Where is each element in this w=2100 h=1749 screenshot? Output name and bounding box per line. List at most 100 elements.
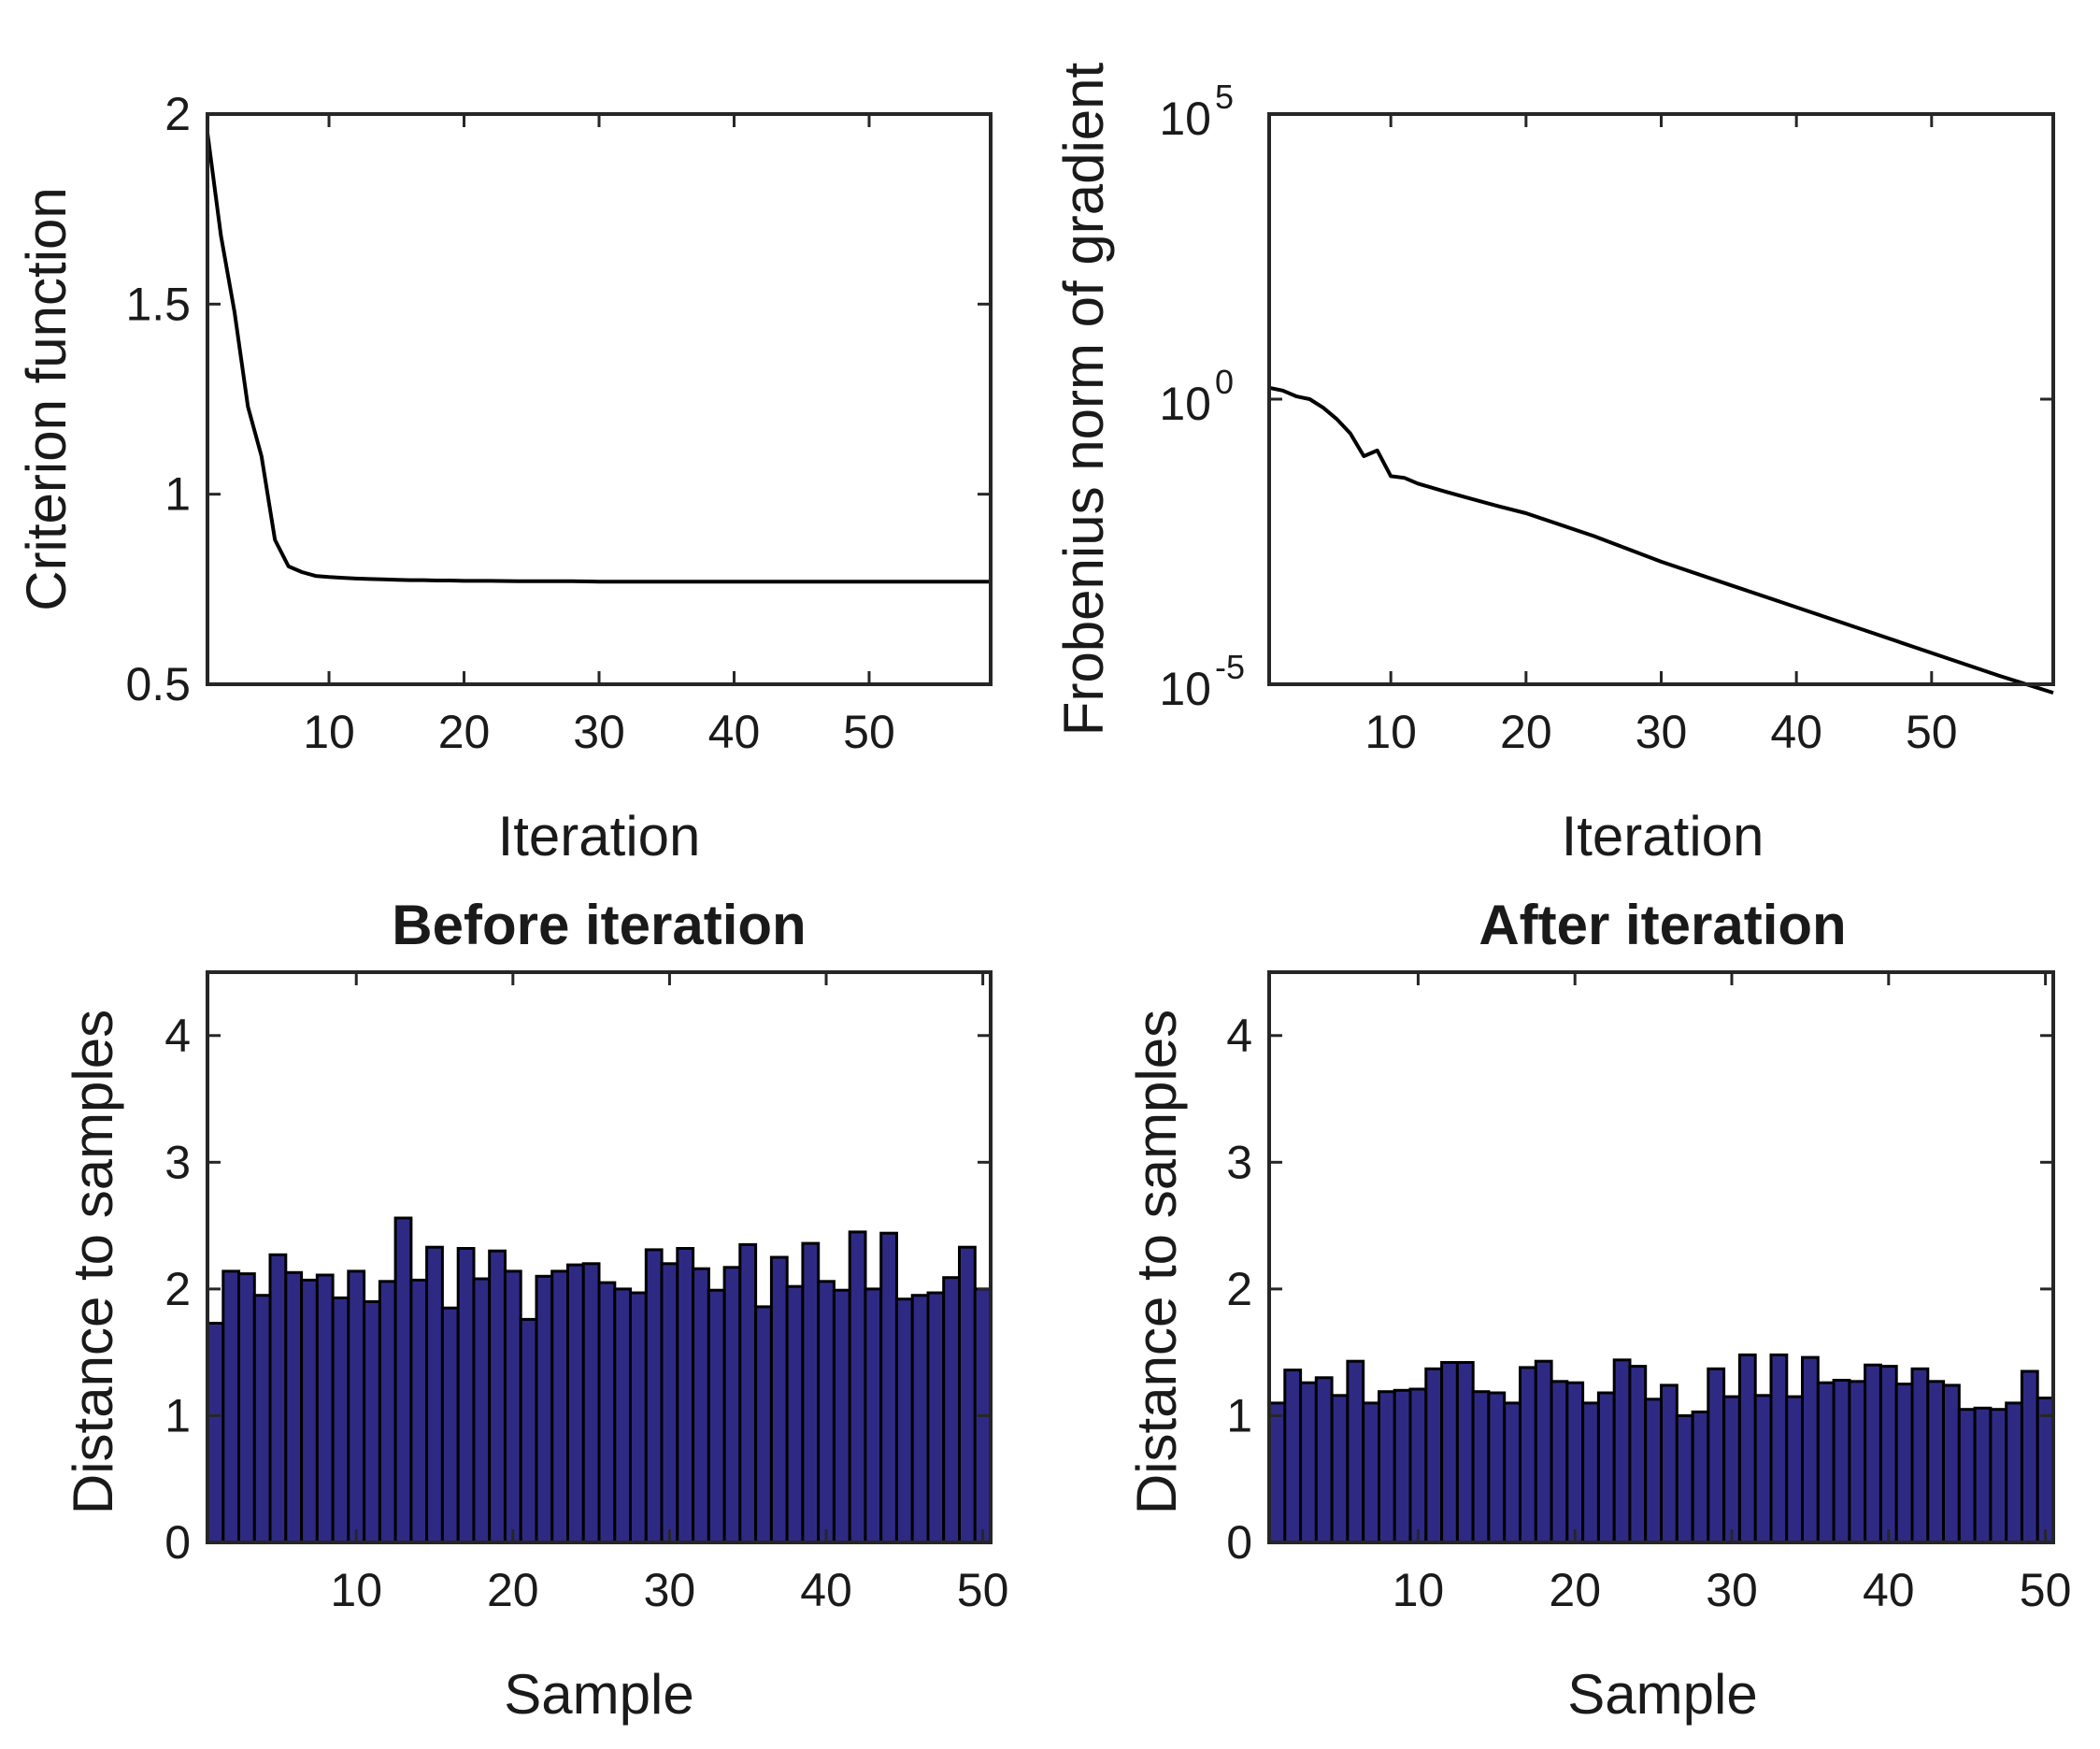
before-plot-area: 10 20 30 40 50 0 1 2 3 4 [164,970,1009,1616]
after-bar [1864,1363,1882,1544]
criterion-ytick-label: 0.5 [125,658,191,710]
before-ylabel: Distance to samples [62,1010,124,1514]
after-bar [1894,1383,1914,1544]
gradient-ytick-base: 10 [1159,663,1211,715]
after-title: After iteration [1479,894,1846,956]
before-bar [692,1267,710,1544]
after-bar [1440,1361,1459,1544]
before-bar [879,1231,899,1544]
before-bar [268,1253,288,1544]
after-axes-frame [1267,970,2055,1544]
after-bar [1957,1408,1977,1544]
before-bar [817,1280,836,1544]
before-bar [926,1291,946,1544]
before-axes-frame [206,970,993,1544]
gradient-xlabel: Iteration [1562,805,1764,867]
before-bar [409,1278,429,1544]
before-bar [363,1299,381,1544]
before-bar [488,1249,507,1544]
before-bar [754,1305,773,1544]
before-xtick-label: 30 [644,1564,696,1616]
after-bar [1801,1355,1820,1544]
after-bar [1973,1406,1993,1544]
before-bar [660,1262,679,1544]
after-bar [2036,1397,2055,1544]
before-bar [801,1241,821,1544]
before-bar [378,1280,397,1544]
before-bar [644,1248,664,1544]
before-bar [425,1245,444,1544]
before-bar [347,1269,366,1544]
before-bar [738,1242,758,1544]
before-bar [832,1288,851,1544]
before-bar [237,1272,256,1544]
before-bar [910,1294,930,1544]
criterion-xlabel: Iteration [498,805,701,867]
before-ytick-label: 3 [164,1136,191,1188]
after-bar [1346,1359,1365,1544]
after-bar [1581,1401,1600,1544]
criterion-xtick-label: 50 [843,706,895,758]
after-bar [1550,1380,1569,1544]
before-bar [519,1317,538,1544]
after-xtick-label: 20 [1549,1564,1601,1616]
before-ytick-label: 1 [164,1389,191,1441]
after-bar [1753,1394,1773,1544]
criterion-xtick-label: 10 [303,706,355,758]
after-bar [1378,1390,1396,1544]
after-bar [1989,1408,2008,1544]
after-plot-area: 10 20 30 40 50 0 1 2 3 4 [1226,970,2071,1616]
after-bar [1848,1380,1867,1544]
chart-before: Before iteration Distance to samples Sam… [62,894,1008,1726]
before-bar [676,1247,695,1544]
chart-gradient: Frobenius norm of gradient Iteration 10 2… [1052,62,2055,867]
criterion-xtick-label: 40 [708,706,761,758]
before-bar [315,1273,335,1544]
before-xtick-label: 40 [800,1564,852,1616]
before-bar [440,1306,460,1544]
after-bar [2005,1401,2023,1544]
after-ylabel: Distance to samples [1125,1010,1188,1514]
before-ytick-label: 4 [164,1010,191,1062]
before-bar [503,1269,522,1544]
before-bar [550,1269,570,1544]
after-bar [1691,1410,1710,1544]
before-bar [456,1247,476,1544]
after-bar [1942,1383,1961,1544]
gradient-ytick-base: 10 [1159,93,1211,145]
after-bar [1503,1401,1521,1544]
after-bar [1769,1353,1789,1544]
after-bar [1879,1365,1898,1544]
criterion-plot-area: 10 20 30 40 50 0.5 1 1.5 2 [125,88,993,758]
before-ytick-label: 0 [164,1516,191,1569]
before-bar [769,1255,789,1544]
after-bar [1660,1383,1679,1544]
before-xtick-label: 50 [957,1564,1009,1616]
after-ytick-label: 3 [1226,1136,1252,1188]
after-bar [1910,1367,1930,1544]
before-bar [613,1287,633,1544]
after-bar [1832,1379,1851,1544]
chart-after: After iteration Distance to samples Samp… [1125,894,2071,1726]
after-bar [1707,1367,1726,1544]
before-bar [785,1284,805,1544]
criterion-axes-frame [206,112,993,686]
after-bar [1487,1391,1507,1544]
after-bar [1628,1365,1648,1544]
after-bar [1675,1413,1694,1544]
after-xtick-label: 10 [1393,1564,1445,1616]
criterion-ytick-label: 1.5 [125,278,191,330]
before-bar [472,1277,492,1544]
gradient-xtick-label: 30 [1636,706,1688,758]
gradient-ytick-exponent: 0 [1215,363,1234,401]
before-xtick-label: 10 [330,1564,382,1616]
gradient-ytick-exponent: 5 [1215,78,1234,116]
before-bar [958,1245,977,1544]
before-bar [535,1274,554,1544]
gradient-ylabel: Frobenius norm of gradient [1052,62,1115,736]
after-bar [1455,1361,1475,1544]
gradient-xtick-label: 40 [1770,706,1822,758]
before-bar [206,1322,225,1544]
after-bar [1612,1358,1632,1544]
